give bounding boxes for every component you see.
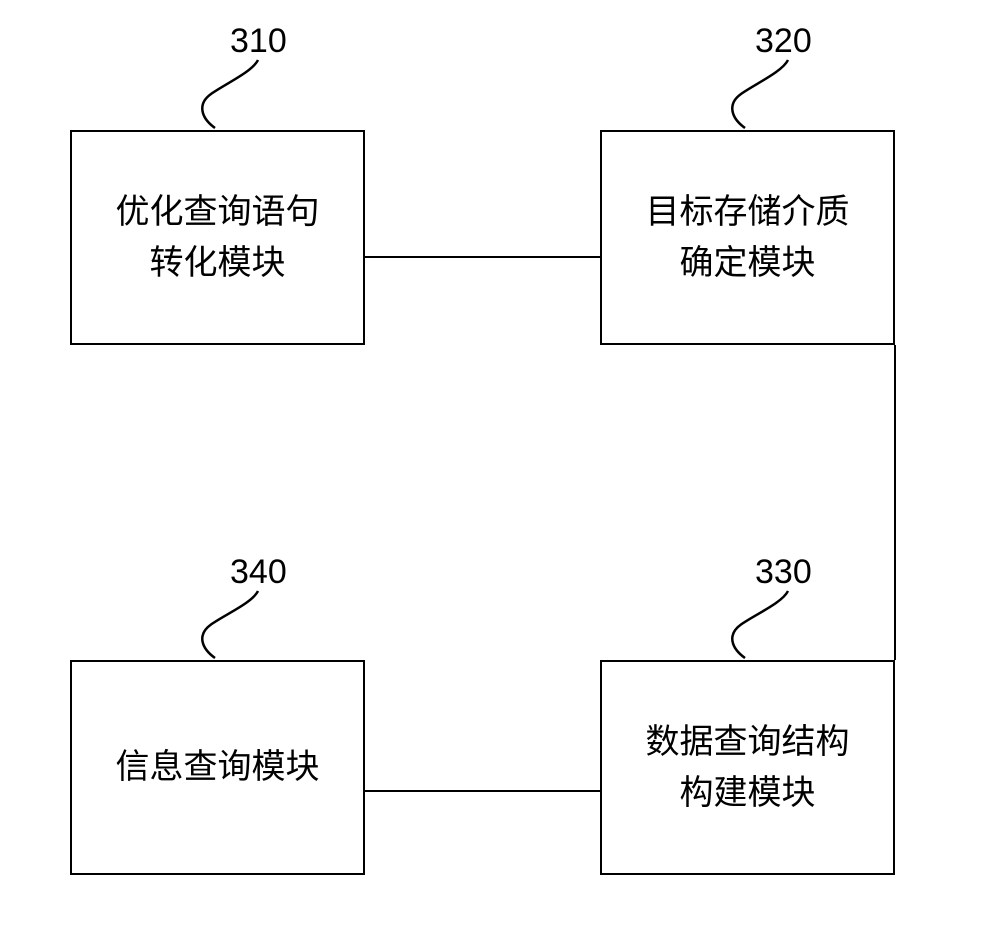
- node-310: 优化查询语句 转化模块: [70, 130, 365, 345]
- edge-310-320: [365, 256, 600, 258]
- node-340-text-line1: 信息查询模块: [116, 748, 320, 786]
- node-340-squiggle: [195, 586, 278, 663]
- node-320-squiggle: [725, 55, 808, 133]
- edge-320-330: [894, 345, 896, 660]
- node-330-text-line1: 数据查询结构: [646, 723, 850, 761]
- node-310-text-line2: 转化模块: [150, 244, 286, 282]
- node-310-text-line1: 优化查询语句: [116, 193, 320, 231]
- node-340: 信息查询模块: [70, 660, 365, 875]
- edge-330-340: [365, 790, 600, 792]
- node-330-text-line2: 构建模块: [680, 774, 816, 812]
- node-320-text-line1: 目标存储介质: [646, 193, 850, 231]
- diagram-canvas: 优化查询语句 转化模块 310 目标存储介质 确定模块 320 数据查询结构 构…: [0, 0, 1000, 947]
- node-320-text-line2: 确定模块: [680, 244, 816, 282]
- node-320: 目标存储介质 确定模块: [600, 130, 895, 345]
- node-330: 数据查询结构 构建模块: [600, 660, 895, 875]
- node-330-squiggle: [725, 586, 808, 663]
- node-310-squiggle: [195, 55, 278, 133]
